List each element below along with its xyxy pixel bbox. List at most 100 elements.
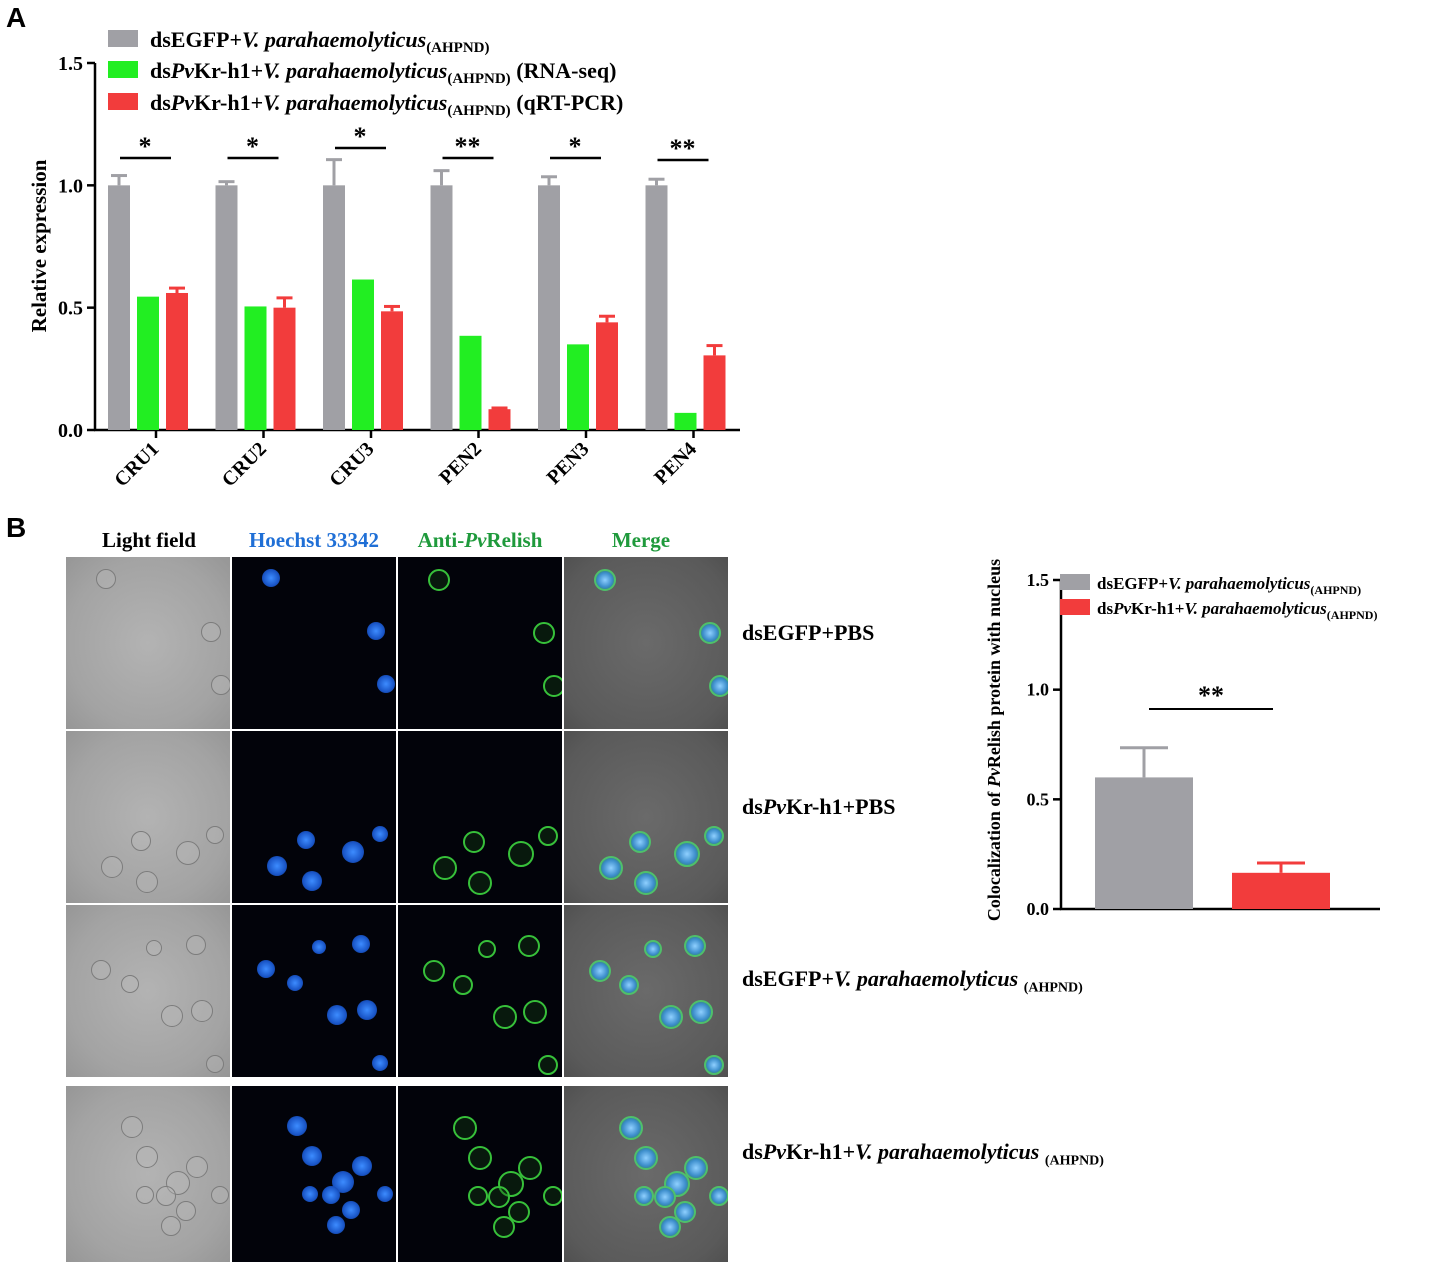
- cell: [297, 831, 315, 849]
- row-label-1: dsEGFP+PBS: [742, 620, 874, 646]
- cell: [699, 622, 721, 644]
- row-label-3-pre: dsEGFP+: [742, 966, 834, 991]
- row-label-4-italic: V. parahaemolyticus: [855, 1139, 1045, 1164]
- bar: [674, 412, 697, 430]
- cell: [302, 1186, 318, 1202]
- row-label-4: dsPvKr-h1+V. parahaemolyticus (AHPND): [742, 1139, 1104, 1169]
- cell: [342, 1201, 360, 1219]
- significance-star: **: [1198, 681, 1224, 710]
- cell: [257, 960, 275, 978]
- x-tick-label: PEN4: [650, 438, 701, 489]
- cell: [644, 940, 662, 958]
- cell: [211, 675, 230, 695]
- cell: [136, 1146, 158, 1168]
- micrograph-row2-merge: [564, 731, 728, 903]
- cell: [327, 1005, 347, 1025]
- cell: [352, 1156, 372, 1176]
- y-tick-label: 1.5: [58, 53, 83, 75]
- cell: [518, 935, 540, 957]
- cell: [186, 935, 206, 955]
- micrograph-row3-hoechst: [232, 905, 396, 1077]
- cell: [468, 871, 492, 895]
- cell: [428, 569, 450, 591]
- cell: [619, 1116, 643, 1140]
- bar: [244, 306, 267, 430]
- panel-a-bar-chart: 0.0 0.5 1.0 1.5 Relative expression CRU1 * CRU2…: [27, 27, 740, 491]
- bar: [323, 185, 345, 430]
- cell: [206, 1055, 224, 1073]
- significance-star: *: [246, 132, 259, 161]
- significance-star: *: [569, 132, 582, 161]
- cell: [704, 1055, 724, 1075]
- anti-suffix: Relish: [486, 528, 543, 552]
- micrograph-row2-hoechst: [232, 731, 396, 903]
- column-header-light-text: Light field: [102, 528, 196, 552]
- cell: [287, 1116, 307, 1136]
- y-tick-label: 0.5: [58, 298, 83, 320]
- x-tick-label: CRU2: [218, 438, 271, 491]
- cell: [161, 1216, 181, 1236]
- cell: [211, 1186, 229, 1204]
- y-tick-label: 0.0: [58, 420, 83, 442]
- x-tick-label: CRU3: [325, 438, 378, 491]
- legend-swatch: [108, 93, 138, 110]
- cell: [146, 940, 162, 956]
- cell: [538, 826, 558, 846]
- cell: [302, 1146, 322, 1166]
- cell: [201, 622, 221, 642]
- cell: [684, 935, 706, 957]
- significance-star: *: [139, 132, 152, 161]
- y-axis-label: Relative expression: [27, 159, 51, 332]
- micrograph-row2-light-field: [66, 731, 230, 903]
- cell: [599, 856, 623, 880]
- row-label-4-pre: ds: [742, 1139, 763, 1164]
- cell: [508, 841, 534, 867]
- cell: [709, 675, 728, 697]
- micrograph-row3-anti-pvrelish: [398, 905, 562, 1077]
- cell: [543, 1186, 562, 1206]
- legend-label: dsPvKr-h1+V. parahaemolyticus(AHPND) (RN…: [150, 58, 616, 87]
- micrograph-row4-anti-pvrelish: [398, 1086, 562, 1262]
- cell: [121, 975, 139, 993]
- cell: [533, 622, 555, 644]
- cell: [659, 1216, 681, 1238]
- column-header-anti-pvrelish: Anti-PvRelish: [397, 528, 563, 553]
- x-tick-label: PEN3: [543, 438, 594, 489]
- cell: [619, 975, 639, 995]
- micrograph-row1-light-field: [66, 557, 230, 729]
- panel-letter-b: B: [6, 512, 27, 543]
- legend-swatch: [108, 30, 138, 47]
- bar: [273, 307, 296, 430]
- cell: [136, 871, 158, 893]
- panel-b-bar-chart: 0.0 0.5 1.0 1.5 Colocalization of PvRelish p…: [984, 559, 1380, 921]
- cell: [453, 975, 473, 995]
- cell: [191, 1000, 213, 1022]
- cell: [91, 960, 111, 980]
- cell: [493, 1005, 517, 1029]
- panel-letter-a: A: [6, 2, 27, 33]
- cell: [176, 841, 200, 865]
- cell: [659, 1005, 683, 1029]
- cell: [453, 1116, 477, 1140]
- micrograph-row4-hoechst: [232, 1086, 396, 1262]
- cell: [468, 1186, 488, 1206]
- bar: [459, 335, 482, 430]
- cell: [131, 831, 151, 851]
- row-label-2-pv: Pv: [762, 794, 786, 819]
- row-label-2-post: Kr-h1+PBS: [786, 794, 896, 819]
- cell: [96, 569, 116, 589]
- anti-prefix: Anti-: [417, 528, 465, 552]
- cell: [634, 871, 658, 895]
- cell: [654, 1186, 676, 1208]
- bar: [108, 185, 130, 430]
- y-tick-label: 1.0: [1027, 680, 1050, 700]
- cell: [433, 856, 457, 880]
- x-tick-label: PEN2: [435, 438, 486, 489]
- legend-label: dsPvKr-h1+V. parahaemolyticus(AHPND) (qR…: [150, 90, 623, 119]
- cell: [493, 1216, 515, 1238]
- row-label-4-pv: Pv: [762, 1139, 786, 1164]
- bar: [596, 322, 618, 430]
- column-header-merge: Merge: [558, 528, 724, 553]
- cell: [156, 1186, 176, 1206]
- cell: [206, 826, 224, 844]
